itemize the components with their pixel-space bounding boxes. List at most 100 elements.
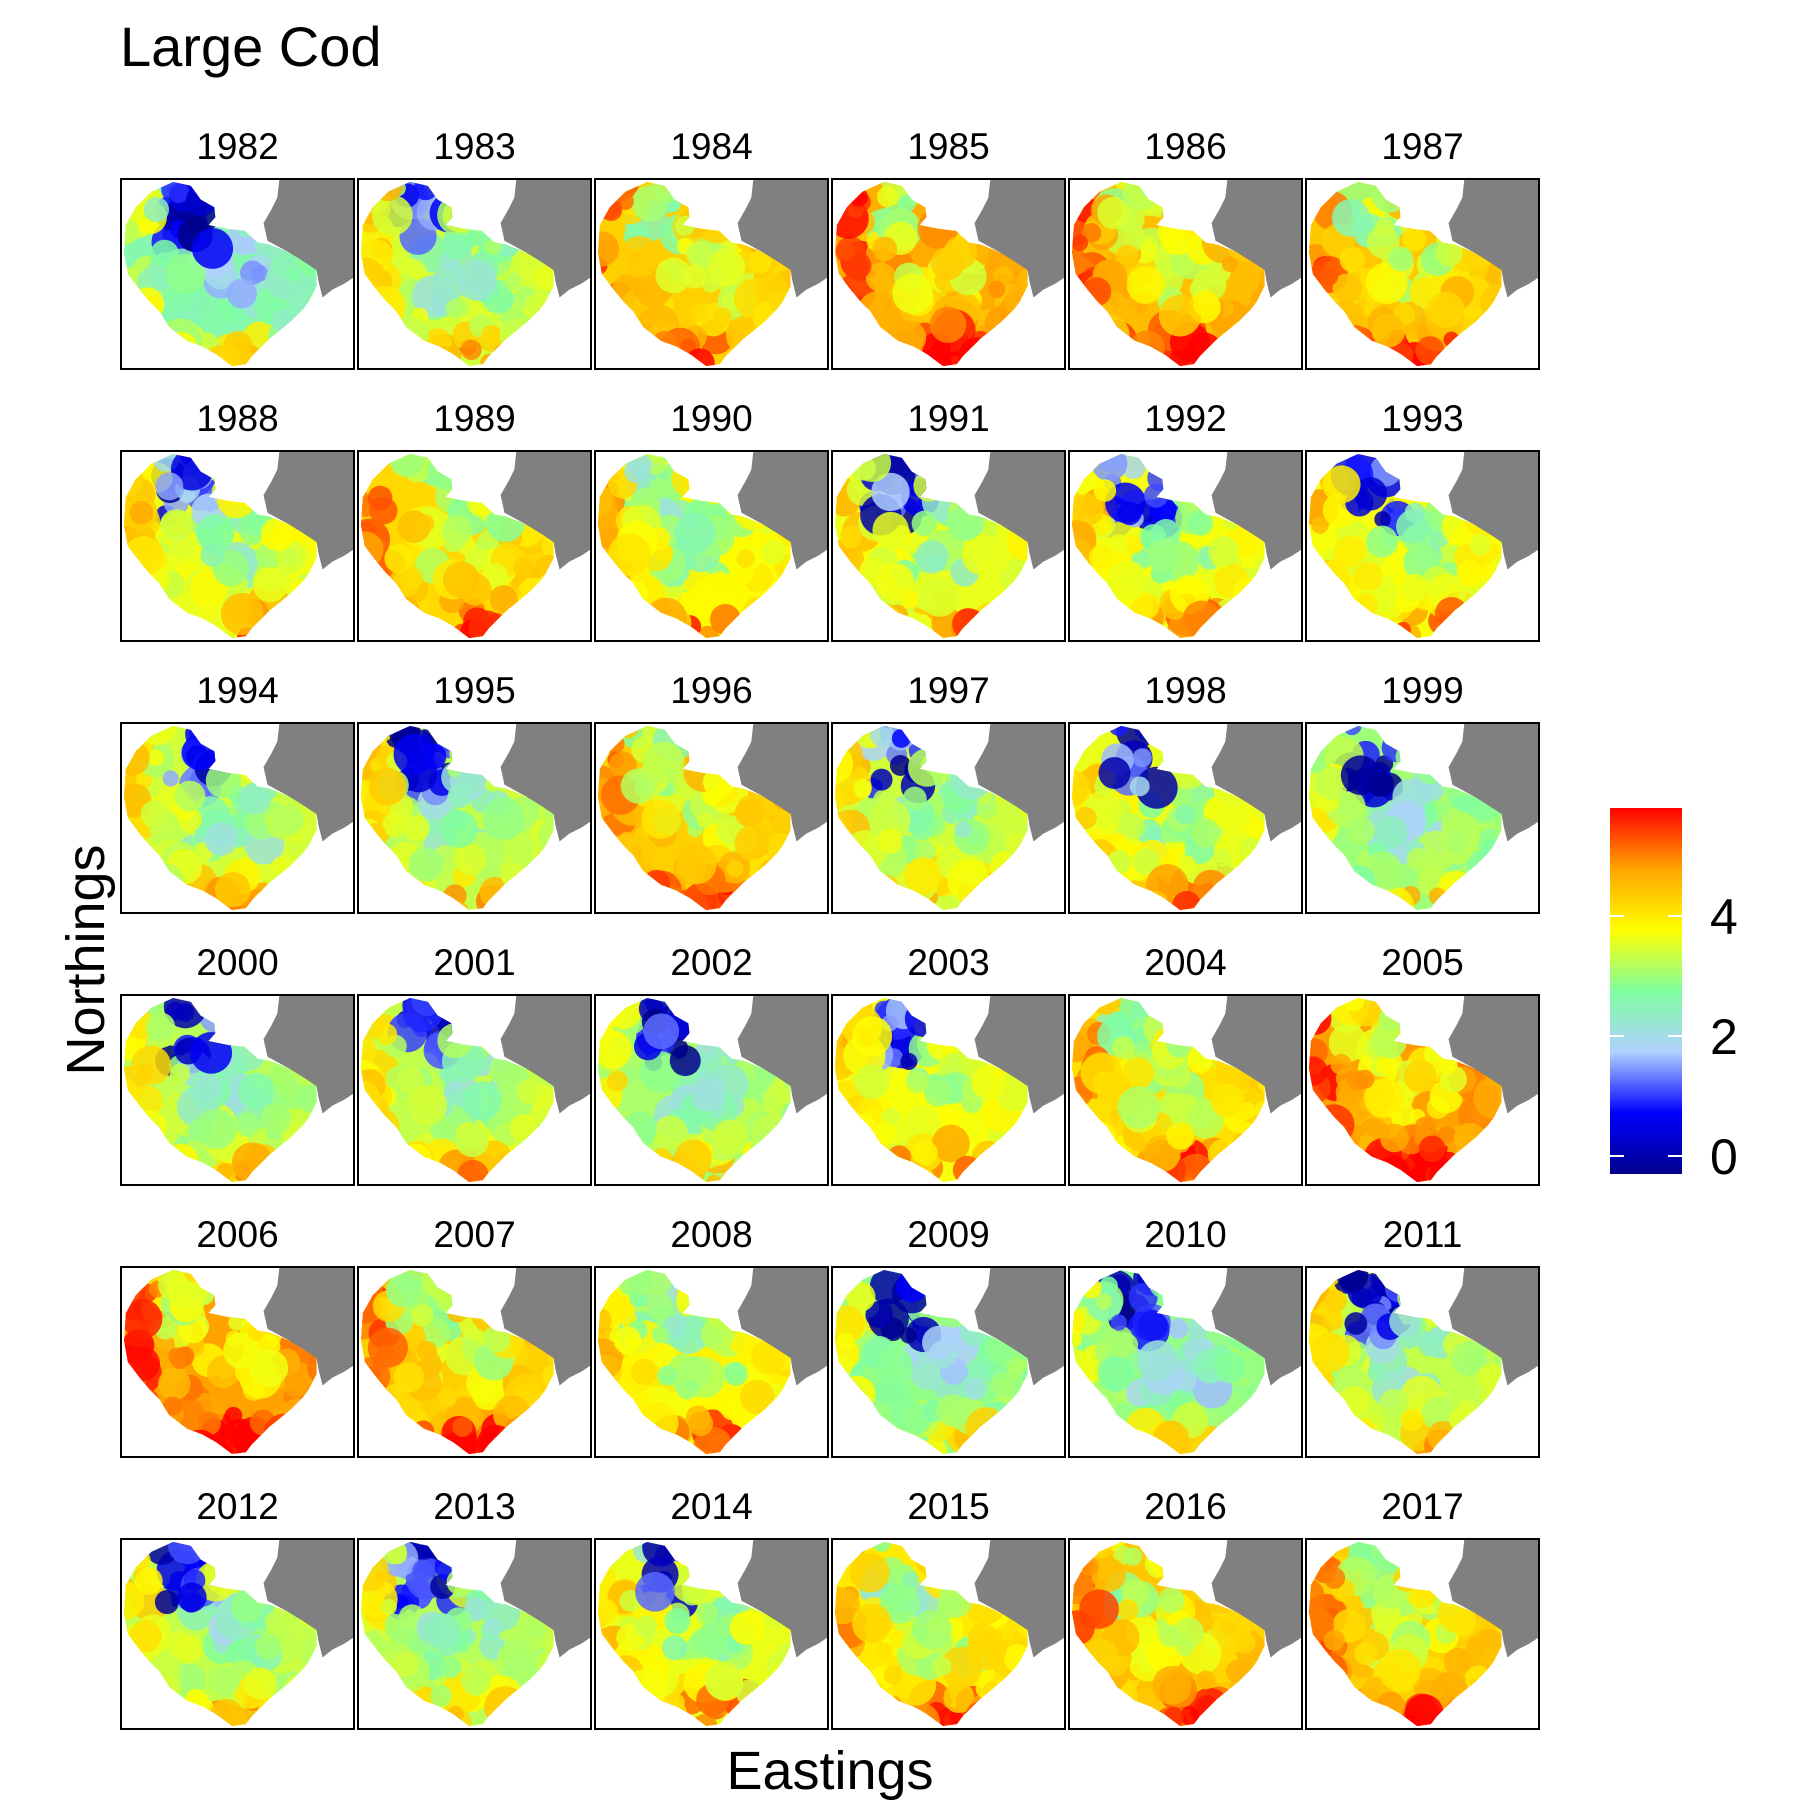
density-cell: [1071, 1700, 1087, 1727]
density-cell: [903, 857, 942, 895]
density-cell: [691, 1078, 725, 1112]
density-cell: [965, 1407, 1007, 1449]
density-cell: [540, 537, 554, 557]
density-cell: [765, 349, 791, 367]
density-cell: [1371, 313, 1406, 348]
facet-panel: [831, 1538, 1066, 1730]
density-cell: [622, 889, 646, 911]
density-cell: [1308, 578, 1328, 612]
land-mass: [974, 180, 1064, 298]
facet-title: 1991: [907, 398, 990, 439]
facet-2010: 2010: [1068, 1214, 1303, 1458]
density-cell: [1168, 1269, 1212, 1296]
density-cell: [552, 860, 554, 883]
density-cell: [653, 625, 681, 639]
density-cell: [494, 892, 514, 911]
density-cell: [123, 727, 132, 748]
density-cell: [412, 1420, 435, 1443]
density-cell: [1078, 1430, 1101, 1453]
density-cell: [1128, 1283, 1158, 1312]
density-cell: [237, 220, 255, 237]
density-cell: [1182, 600, 1221, 639]
density-cell: [480, 461, 510, 491]
land-mass: [263, 996, 353, 1114]
density-cell: [1315, 1149, 1348, 1182]
density-cell: [619, 1698, 647, 1726]
density-cell: [1071, 841, 1091, 866]
facet-map: [1308, 452, 1538, 639]
density-cell: [162, 1396, 183, 1416]
density-cell: [471, 1378, 504, 1411]
density-cell: [1500, 1158, 1502, 1183]
density-cell: [702, 997, 741, 1018]
density-cell: [600, 198, 623, 222]
density-cell: [196, 1445, 216, 1455]
density-cell: [844, 1694, 874, 1724]
density-cell: [912, 1610, 952, 1650]
density-cell: [291, 1406, 311, 1426]
density-cell: [922, 1325, 956, 1360]
density-cell: [924, 1007, 963, 1046]
facet-title: 2013: [433, 1486, 516, 1527]
density-cell: [389, 245, 407, 263]
density-cell: [1015, 603, 1028, 629]
density-cell: [1243, 1431, 1265, 1455]
facet-map: [1308, 180, 1538, 367]
facet-1984: 1984: [594, 126, 829, 370]
density-cell: [1486, 1402, 1502, 1432]
density-cell: [872, 511, 909, 549]
density-cell: [1003, 1129, 1028, 1160]
density-cell: [859, 1154, 898, 1183]
density-cell: [169, 624, 191, 639]
density-cell: [418, 896, 446, 911]
density-cell: [484, 1686, 527, 1727]
density-cell: [531, 862, 554, 887]
density-cell: [1366, 525, 1399, 558]
density-cell: [1319, 266, 1339, 286]
density-cell: [1013, 1411, 1028, 1434]
density-cell: [834, 1134, 848, 1156]
density-cell: [648, 477, 670, 499]
density-cell: [516, 1078, 542, 1104]
density-cell: [427, 453, 466, 491]
land-mass: [974, 724, 1064, 842]
density-cell: [313, 863, 317, 890]
density-cell: [123, 1658, 147, 1697]
density-cell: [1221, 256, 1238, 273]
facet-1988: 1988: [120, 398, 355, 642]
density-cell: [710, 484, 731, 505]
density-cell: [1004, 285, 1028, 317]
density-cell: [207, 310, 225, 328]
density-cell: [769, 600, 791, 626]
density-cell: [1330, 621, 1355, 639]
density-cell: [1021, 590, 1028, 607]
density-cell: [701, 999, 742, 1039]
density-cell: [129, 500, 154, 525]
density-cell: [1115, 244, 1139, 268]
density-cell: [123, 1148, 153, 1179]
facet-map: [123, 996, 353, 1183]
density-cell: [539, 316, 554, 341]
density-cell: [1474, 872, 1502, 908]
density-cell: [1308, 1437, 1326, 1455]
density-cell: [671, 459, 711, 499]
density-cell: [834, 1141, 854, 1166]
density-cell: [368, 856, 385, 873]
facet-2011: 2011: [1305, 1214, 1540, 1458]
density-cell: [1244, 1148, 1265, 1183]
density-cell: [681, 181, 714, 199]
density-cell: [1071, 1269, 1092, 1294]
density-cell: [384, 1155, 426, 1183]
density-cell: [467, 487, 497, 517]
density-cell: [1174, 453, 1206, 484]
density-cell: [1325, 338, 1367, 367]
density-cell: [834, 1675, 871, 1715]
density-cell: [1225, 1424, 1253, 1452]
facet-title: 1997: [907, 670, 990, 711]
density-cell: [144, 1541, 179, 1565]
density-cell: [892, 320, 927, 355]
density-cell: [689, 1269, 717, 1283]
density-cell: [1021, 599, 1028, 623]
density-cell: [1463, 1424, 1502, 1455]
density-cell: [675, 453, 715, 479]
